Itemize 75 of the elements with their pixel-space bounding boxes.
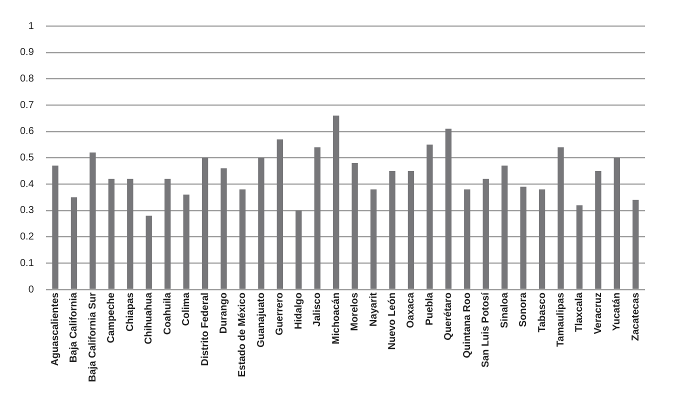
x-tick-label: Tamaulipas <box>556 292 566 347</box>
y-tick-label: 0.7 <box>20 100 34 111</box>
bar <box>370 189 377 289</box>
bar <box>164 178 171 289</box>
bar <box>426 144 433 289</box>
bar <box>70 197 78 289</box>
bar <box>352 163 358 289</box>
bar <box>333 116 340 289</box>
bar <box>482 178 489 289</box>
x-tick-label: Puebla <box>424 292 436 326</box>
x-tick-label: Morelos <box>350 292 361 331</box>
x-tick-label: Oaxaca <box>406 292 417 328</box>
x-tick-label: Chiapas <box>124 292 136 332</box>
y-tick-label: 0.6 <box>20 126 34 138</box>
x-tick-label: Tlaxcala <box>574 292 586 332</box>
x-tick-label: Hidalgo <box>293 292 304 330</box>
y-tick-label: 0.3 <box>20 205 34 216</box>
x-tick-label: Campeche <box>106 292 118 344</box>
bar <box>595 170 602 289</box>
x-tick-label: Distrito Federal <box>200 292 211 366</box>
x-tick-label: Sonora <box>518 292 530 327</box>
bar <box>108 178 115 289</box>
y-tick-label: 0.4 <box>20 178 34 190</box>
bar <box>520 186 526 289</box>
x-tick-label: Yucatán <box>612 292 623 331</box>
bar <box>408 170 414 289</box>
x-tick-label: Nayarit <box>368 292 380 326</box>
bar <box>258 158 264 289</box>
bar <box>239 189 246 289</box>
bar <box>538 189 546 289</box>
bar <box>614 158 620 289</box>
bar <box>632 200 639 289</box>
y-tick-label: 0 <box>28 284 34 296</box>
x-tick-label: San Luis Potosí <box>480 291 492 368</box>
bar <box>90 152 96 289</box>
x-tick-label: Coahuila <box>162 292 174 335</box>
x-tick-label: Nuevo León <box>387 292 398 350</box>
x-tick-label: Quintana Roo <box>462 292 473 358</box>
bar <box>464 189 470 289</box>
bar <box>296 210 302 289</box>
bar <box>558 147 564 289</box>
bar <box>445 128 452 289</box>
x-tick-label: Michoacán <box>330 292 342 344</box>
bar <box>576 205 583 289</box>
x-tick-label: Sinaloa <box>499 292 510 328</box>
bar <box>389 170 396 289</box>
bar <box>501 166 508 289</box>
bar <box>146 216 152 289</box>
x-tick-label: Querétaro <box>443 292 454 340</box>
x-tick-label: Baja California Sur <box>87 292 98 382</box>
x-tick-label: Baja California <box>68 292 80 363</box>
x-tick-label: Guanajuato <box>256 292 267 348</box>
bar <box>314 147 320 289</box>
bar <box>202 158 208 289</box>
y-tick-label: 1 <box>28 20 34 32</box>
bar <box>276 139 284 289</box>
y-tick-label: 0.2 <box>20 232 34 243</box>
x-tick-label: Estado de México <box>237 292 248 377</box>
bar <box>52 166 58 289</box>
y-tick-label: 0.5 <box>20 152 34 164</box>
x-tick-label: Veracruz <box>592 292 604 334</box>
bar <box>183 194 190 289</box>
x-tick-label: Zacatecas <box>630 292 642 341</box>
bar <box>220 168 227 289</box>
y-tick-label: 0.9 <box>20 47 34 58</box>
y-tick-label: 0.1 <box>20 258 34 269</box>
x-tick-label: Jalisco <box>312 292 324 326</box>
x-tick-label: Aguascalientes <box>50 292 62 366</box>
x-tick-label: Guerrero <box>274 292 286 336</box>
bar <box>127 178 134 289</box>
x-tick-label: Chihuahua <box>144 292 155 344</box>
x-tick-label: Colima <box>181 292 192 326</box>
y-tick-label: 0.8 <box>20 73 34 84</box>
x-tick-label: Tabasco <box>536 292 548 332</box>
x-tick-label: Durango <box>218 292 230 334</box>
